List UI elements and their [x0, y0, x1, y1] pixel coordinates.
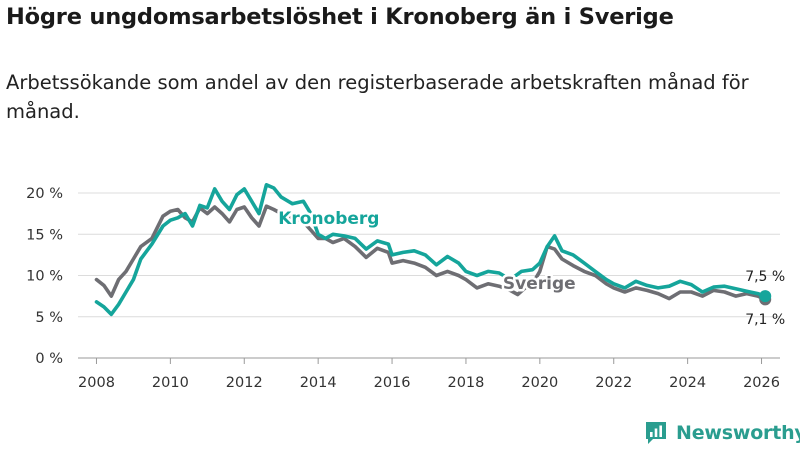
x-tick-label: 2016	[374, 375, 411, 391]
endpoint-kronoberg	[759, 290, 772, 303]
x-tick-label: 2018	[447, 375, 484, 391]
x-tick-label: 2014	[300, 375, 337, 391]
chart-subtitle: Arbetssökande som andel av den registerb…	[6, 71, 749, 123]
gridlines	[78, 192, 780, 359]
y-tick-label: 20 %	[26, 186, 63, 202]
x-tick-label: 2024	[669, 375, 706, 391]
series-label-kronoberg: Kronoberg	[278, 209, 379, 229]
end-label-sverige: 7,1 %	[745, 312, 785, 328]
series-line-kronoberg	[94, 183, 767, 317]
x-tick-label: 2008	[78, 375, 115, 391]
x-tick-label: 2022	[595, 375, 632, 391]
series-lines	[94, 183, 772, 317]
y-tick-label: 10 %	[26, 269, 63, 285]
newsworthy-logo-icon	[646, 422, 666, 444]
x-tick-label: 2026	[743, 375, 780, 391]
x-tick-label: 2020	[521, 375, 558, 391]
axes: 0 % 5 % 10 % 15 % 20 % 2008 2010 2012 2014 2016 20…	[26, 186, 780, 391]
x-tick-label: 2012	[226, 375, 263, 391]
brand-logo[interactable]: Newsworthy	[644, 418, 800, 448]
end-label-kronoberg: 7,5 %	[745, 269, 785, 285]
y-tick-label: 0 %	[35, 351, 63, 367]
y-tick-label: 15 %	[26, 227, 63, 243]
series-labels: Kronoberg Sverige 7,5 % 7,1 %	[276, 206, 786, 328]
series-label-sverige: Sverige	[503, 274, 576, 294]
chart-title: Högre ungdomsarbetslöshet i Kronoberg än…	[6, 4, 674, 30]
y-tick-label: 5 %	[35, 310, 63, 326]
x-tick-label: 2010	[152, 375, 189, 391]
brand-name: Newsworthy	[676, 422, 800, 444]
